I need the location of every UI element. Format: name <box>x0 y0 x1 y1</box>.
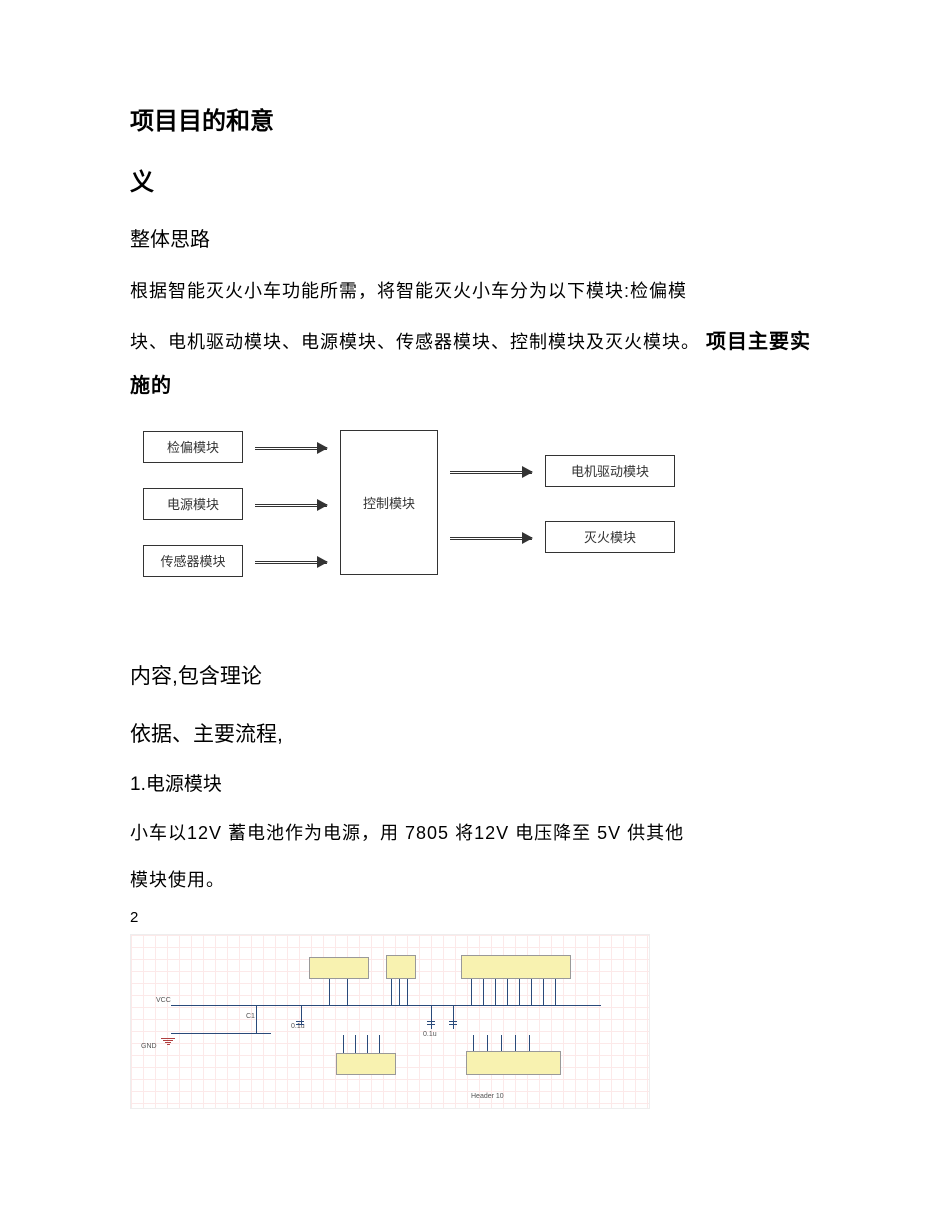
circuit-vwire-23 <box>501 1035 502 1051</box>
circuit-hwire-0 <box>171 1005 601 1006</box>
circuit-vwire-25 <box>529 1035 530 1051</box>
circuit-vwire-11 <box>543 979 544 1005</box>
circuit-vwire-1 <box>347 979 348 1005</box>
arrow-icon <box>450 464 532 478</box>
circuit-vwire-17 <box>343 1035 344 1053</box>
block-diagram: 检偏模块电源模块传感器模块 控制模块 电机驱动模块灭火模块 <box>140 423 730 623</box>
paragraph-2: 块、电机驱动模块、电源模块、传感器模块、控制模块及灭火模块。 项目主要实施的 <box>130 320 820 408</box>
circuit-vwire-24 <box>515 1035 516 1051</box>
diagram-box-center: 控制模块 <box>340 430 438 575</box>
capacitor-icon-1 <box>427 1021 435 1031</box>
circuit-vwire-12 <box>555 979 556 1005</box>
circuit-hwire-1 <box>171 1033 271 1034</box>
diagram-box-left-0: 检偏模块 <box>143 431 243 463</box>
capacitor-icon-0 <box>296 1021 304 1031</box>
paragraph-1: 根据智能灭火小车功能所需，将智能灭火小车分为以下模块:检偏模 <box>130 272 820 312</box>
circuit-diagram: VCCGNDC10.1u0.1uHeader 10 <box>130 934 650 1109</box>
circuit-label-4: 0.1u <box>423 1031 437 1038</box>
ground-icon <box>161 1037 175 1046</box>
arrow-icon <box>255 440 327 454</box>
circuit-vwire-0 <box>329 979 330 1005</box>
circuit-vwire-13 <box>256 1005 257 1033</box>
circuit-chip-3 <box>336 1053 396 1075</box>
paragraph-2-prefix: 块、电机驱动模块、电源模块、传感器模块、控制模块及灭火模块。 <box>130 332 706 352</box>
power-paragraph-2: 模块使用。 <box>130 861 820 901</box>
title-line2: 义 <box>130 161 820 204</box>
circuit-chip-1 <box>386 955 416 979</box>
circuit-chip-0 <box>309 957 369 979</box>
circuit-label-5: Header 10 <box>471 1093 504 1100</box>
circuit-vwire-9 <box>519 979 520 1005</box>
circuit-label-2: C1 <box>246 1013 255 1020</box>
circuit-vwire-2 <box>391 979 392 1005</box>
circuit-vwire-3 <box>399 979 400 1005</box>
diagram-box-right-1: 灭火模块 <box>545 521 675 553</box>
diagram-box-left-1: 电源模块 <box>143 488 243 520</box>
circuit-vwire-5 <box>471 979 472 1005</box>
circuit-label-0: VCC <box>156 997 171 1004</box>
circuit-vwire-7 <box>495 979 496 1005</box>
content-section-heading: 内容,包含理论 <box>130 658 820 696</box>
title-line1: 项目目的和意 <box>130 100 820 143</box>
circuit-vwire-4 <box>407 979 408 1005</box>
circuit-chip-4 <box>466 1051 561 1075</box>
capacitor-icon-2 <box>449 1021 457 1031</box>
basis-heading: 依据、主要流程, <box>130 716 820 754</box>
section-number-2: 2 <box>130 909 820 926</box>
arrow-icon <box>450 530 532 544</box>
circuit-label-1: GND <box>141 1043 157 1050</box>
circuit-chip-2 <box>461 955 571 979</box>
circuit-vwire-21 <box>473 1035 474 1051</box>
diagram-box-left-2: 传感器模块 <box>143 545 243 577</box>
circuit-vwire-18 <box>355 1035 356 1053</box>
arrow-icon <box>255 554 327 568</box>
arrow-icon <box>255 497 327 511</box>
circuit-vwire-8 <box>507 979 508 1005</box>
circuit-vwire-6 <box>483 979 484 1005</box>
circuit-vwire-20 <box>379 1035 380 1053</box>
circuit-vwire-22 <box>487 1035 488 1051</box>
diagram-box-right-0: 电机驱动模块 <box>545 455 675 487</box>
power-module-title: 1.电源模块 <box>130 768 820 802</box>
circuit-vwire-19 <box>367 1035 368 1053</box>
circuit-vwire-10 <box>531 979 532 1005</box>
power-paragraph-1: 小车以12V 蓄电池作为电源，用 7805 将12V 电压降至 5V 供其他 <box>130 814 820 854</box>
overall-heading: 整体思路 <box>130 222 820 258</box>
